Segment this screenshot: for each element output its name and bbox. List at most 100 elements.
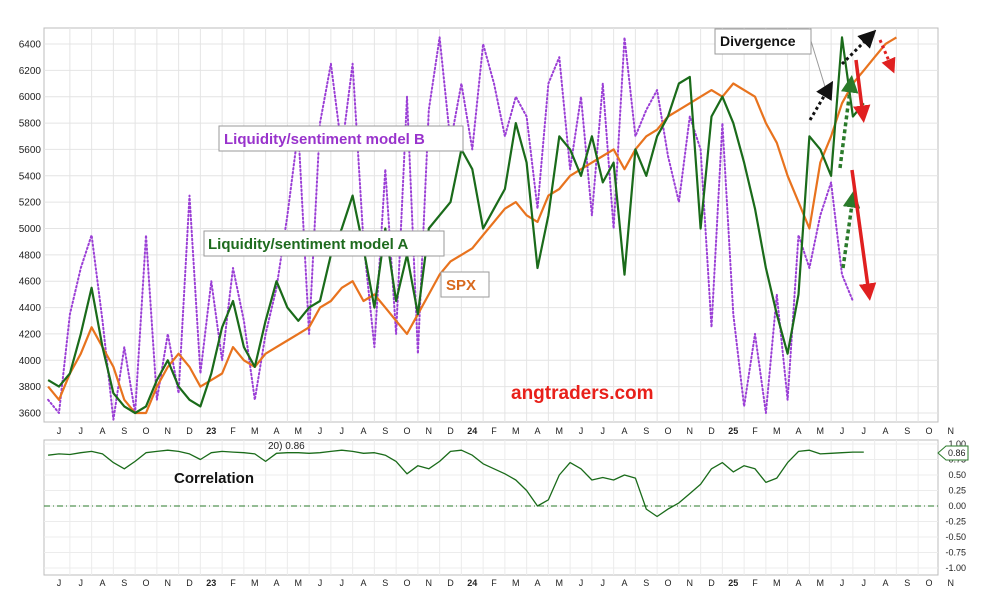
correlation-series-group: [48, 449, 864, 518]
x-tick-label: S: [382, 578, 388, 588]
label-spx: SPX: [446, 277, 476, 294]
series-line-spx: [47, 36, 897, 415]
x-tick-label: D: [186, 578, 193, 588]
x-tick-label: D: [708, 426, 715, 436]
x-tick-label: 24: [467, 578, 477, 588]
corr-y-tick-label: -1.00: [945, 563, 966, 573]
black-dotted-arrow-2: [840, 29, 877, 66]
x-tick-label: M: [251, 426, 259, 436]
corr-y-tick-label: 0.25: [948, 486, 966, 496]
x-tick-label: J: [601, 426, 606, 436]
label-model-a: Liquidity/sentiment model A: [208, 236, 408, 253]
correlation-plot-frame: [43, 439, 939, 576]
corr-y-tick-label: 1.00: [948, 439, 966, 449]
main-y-tick-label: 5000: [19, 224, 42, 235]
x-tick-label: F: [752, 426, 758, 436]
x-tick-label: S: [904, 578, 910, 588]
main-y-tick-label: 5600: [19, 145, 42, 156]
x-tick-label: D: [447, 578, 454, 588]
x-tick-label: S: [382, 426, 388, 436]
series-line-correlation: [48, 449, 864, 518]
annotation-spx: SPX: [440, 271, 490, 298]
label-model-b: Liquidity/sentiment model B: [224, 131, 425, 148]
divergence-arrows: [808, 29, 896, 301]
x-tick-label: N: [426, 426, 433, 436]
x-tick-label: A: [273, 426, 279, 436]
x-tick-label: A: [795, 426, 801, 436]
x-tick-label: M: [817, 578, 825, 588]
x-tick-label: M: [512, 578, 520, 588]
x-tick-label: F: [491, 578, 497, 588]
x-tick-label: F: [491, 426, 497, 436]
x-tick-label: N: [948, 578, 955, 588]
x-tick-label: J: [340, 578, 345, 588]
x-tick-label: M: [817, 426, 825, 436]
green-dotted-arrow-1: [838, 75, 859, 169]
x-tick-label: N: [687, 426, 694, 436]
red-dotted-arrow: [878, 39, 896, 74]
x-tick-label: M: [773, 426, 781, 436]
x-tick-label: M: [251, 578, 259, 588]
annotation-model-b: Liquidity/sentiment model B: [218, 125, 464, 152]
main-x-axis: J J A S O N D 23 F M A M J J A S O N D 24 F M A M J J A S O N D 25 F M A M J…: [57, 426, 954, 436]
main-y-tick-label: 5200: [19, 198, 42, 209]
x-tick-label: M: [512, 426, 520, 436]
x-tick-label: A: [534, 578, 540, 588]
x-tick-label: S: [121, 578, 127, 588]
corr-y-tick-label: 0.00: [948, 501, 966, 511]
x-tick-label: A: [99, 426, 105, 436]
x-tick-label: J: [601, 578, 606, 588]
x-tick-label: O: [403, 426, 410, 436]
x-tick-label: O: [925, 578, 932, 588]
label-divergence: Divergence: [720, 33, 796, 49]
x-tick-label: F: [230, 578, 236, 588]
x-tick-label: O: [664, 578, 671, 588]
x-tick-label: A: [882, 426, 888, 436]
x-tick-label: J: [862, 578, 867, 588]
x-tick-label: J: [840, 578, 845, 588]
correlation-last-value-badge: 0.86: [937, 445, 969, 461]
x-tick-label: A: [621, 426, 627, 436]
x-tick-label: F: [230, 426, 236, 436]
x-tick-label: S: [121, 426, 127, 436]
x-tick-label: J: [340, 426, 345, 436]
x-tick-label: J: [57, 426, 62, 436]
main-y-tick-label: 6000: [19, 92, 42, 103]
x-tick-label: S: [904, 426, 910, 436]
x-tick-label: M: [556, 578, 564, 588]
x-tick-label: J: [79, 426, 84, 436]
x-tick-label: A: [360, 578, 366, 588]
main-y-tick-label: 6200: [19, 66, 42, 77]
x-tick-label: 23: [206, 426, 216, 436]
corr-y-tick-label: -0.50: [945, 532, 966, 542]
x-tick-label: J: [318, 426, 323, 436]
main-y-tick-label: 4800: [19, 250, 42, 261]
correlation-x-axis: J J A S O N D 23 F M A M J J A S O N D 24 F M A M J J A S O N D 25 F M A M J…: [57, 578, 954, 588]
x-tick-label: M: [295, 578, 303, 588]
main-y-tick-label: 5400: [19, 171, 42, 182]
x-tick-label: A: [795, 578, 801, 588]
x-tick-label: S: [643, 426, 649, 436]
x-tick-label: M: [773, 578, 781, 588]
x-tick-label: J: [57, 578, 62, 588]
x-tick-label: M: [556, 426, 564, 436]
x-tick-label: J: [840, 426, 845, 436]
x-tick-label: N: [165, 426, 172, 436]
x-tick-label: O: [664, 426, 671, 436]
red-arrow-2: [850, 169, 877, 301]
main-y-tick-label: 4200: [19, 329, 42, 340]
green-dotted-arrow-2: [841, 190, 861, 269]
x-tick-label: J: [318, 578, 323, 588]
main-y-tick-label: 3800: [19, 382, 42, 393]
corr-y-tick-label: 0.50: [948, 470, 966, 480]
x-tick-label: J: [579, 578, 584, 588]
main-y-tick-label: 6400: [19, 40, 42, 51]
x-tick-label: O: [925, 426, 932, 436]
annotation-model-a: Liquidity/sentiment model A: [203, 230, 445, 257]
corr-y-tick-label: -0.25: [945, 517, 966, 527]
main-y-axis: 3600 3800 4000 4200 4400 4600 4800 5000 5200 5400…: [19, 40, 42, 420]
x-tick-label: D: [708, 578, 715, 588]
main-y-tick-label: 3600: [19, 409, 42, 420]
x-tick-label: 24: [467, 426, 477, 436]
x-tick-label: S: [643, 578, 649, 588]
